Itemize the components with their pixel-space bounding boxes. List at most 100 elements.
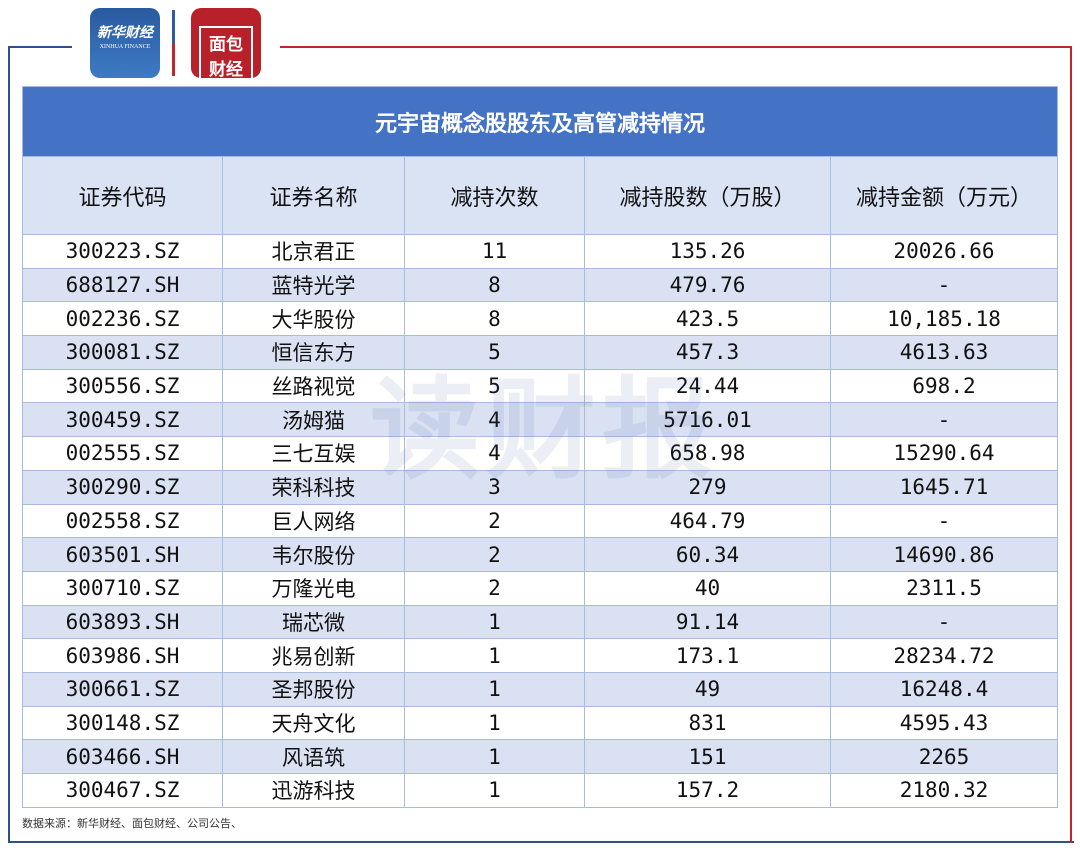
table-cell: 4 <box>404 436 585 471</box>
table-cell: 韦尔股份 <box>222 537 405 572</box>
table-cell: 瑞芯微 <box>222 604 405 640</box>
table-cell: 20026.66 <box>830 234 1058 269</box>
logo-divider <box>172 10 175 76</box>
table-cell: 300710.SZ <box>22 570 223 606</box>
table-cell: - <box>830 267 1058 303</box>
frame-line <box>280 46 1072 48</box>
table-cell: 300223.SZ <box>22 234 223 269</box>
table-cell: 2 <box>404 570 585 606</box>
table-cell: 60.34 <box>584 537 831 572</box>
table-cell: 300148.SZ <box>22 705 223 741</box>
table-cell: 300467.SZ <box>22 773 223 808</box>
table-row: 603501.SH 韦尔股份 2 60.34 14690.86 <box>22 537 1058 572</box>
table-cell: 11 <box>404 234 585 269</box>
table-cell: 4595.43 <box>830 705 1058 741</box>
table-cell: 4613.63 <box>830 335 1058 370</box>
table-row: 603893.SH 瑞芯微 1 91.14- <box>22 604 1058 640</box>
table-cell: 迅游科技 <box>222 773 405 808</box>
table-cell: - <box>830 402 1058 438</box>
table-cell: 2180.32 <box>830 773 1058 808</box>
table-row: 603466.SH 风语筑 1 151 2265 <box>22 739 1058 774</box>
table-cell: 2 <box>404 537 585 572</box>
table-cell: 2265 <box>830 739 1058 774</box>
table-cell: 14690.86 <box>830 537 1058 572</box>
table-row: 300148.SZ 天舟文化 1 831 4595.43 <box>22 705 1058 741</box>
table-row: 002558.SZ 巨人网络 2 464.79- <box>22 503 1058 539</box>
table-cell: 464.79 <box>584 503 831 539</box>
table-cell: 2 <box>404 503 585 539</box>
table-cell: 002558.SZ <box>22 503 223 539</box>
table-cell: 5 <box>404 335 585 370</box>
table-cell: 1 <box>404 671 585 707</box>
table-cell: 603466.SH <box>22 739 223 774</box>
table-cell: 28234.72 <box>830 638 1058 673</box>
table-row: 300081.SZ 恒信东方 5 457.3 4613.63 <box>22 335 1058 370</box>
table-cell: 658.98 <box>584 436 831 471</box>
logo-text: 新华财经 <box>97 25 153 41</box>
table-cell: 巨人网络 <box>222 503 405 539</box>
table-cell: 300661.SZ <box>22 671 223 707</box>
table-cell: 479.76 <box>584 267 831 303</box>
table-row: 300223.SZ 北京君正 11 135.26 20026.66 <box>22 234 1058 269</box>
table-cell: - <box>830 604 1058 640</box>
frame-line <box>1070 46 1072 843</box>
table-cell: 3 <box>404 469 585 505</box>
table-cell: 49 <box>584 671 831 707</box>
column-header: 证券代码 <box>22 156 223 235</box>
table-cell: 丝路视觉 <box>222 368 405 404</box>
table-cell: 157.2 <box>584 773 831 808</box>
table-row: 300467.SZ 迅游科技 1 157.2 2180.32 <box>22 773 1058 808</box>
frame-line <box>8 46 72 48</box>
table-cell: 1645.71 <box>830 469 1058 505</box>
frame-line <box>8 46 10 843</box>
table-cell: 万隆光电 <box>222 570 405 606</box>
table-row: 002236.SZ 大华股份 8 423.5 10,185.18 <box>22 301 1058 337</box>
table-cell: 4 <box>404 402 585 438</box>
table-cell: 1 <box>404 638 585 673</box>
table-cell: 8 <box>404 301 585 337</box>
table-cell: 002236.SZ <box>22 301 223 337</box>
table-cell: 151 <box>584 739 831 774</box>
column-header: 证券名称 <box>222 156 405 235</box>
column-header: 减持金额（万元） <box>830 156 1058 235</box>
table-cell: 荣科科技 <box>222 469 405 505</box>
reduction-table: 元宇宙概念股股东及高管减持情况 证券代码 证券名称 减持次数 减持股数（万股） 减持金额… <box>22 86 1058 808</box>
table-cell: 10,185.18 <box>830 301 1058 337</box>
logo-text: 面包财经 <box>199 26 253 84</box>
table-cell: 40 <box>584 570 831 606</box>
table-cell: 002555.SZ <box>22 436 223 471</box>
table-cell: 5716.01 <box>584 402 831 438</box>
table-row: 300290.SZ 荣科科技 3 279 1645.71 <box>22 469 1058 505</box>
table-cell: 91.14 <box>584 604 831 640</box>
table-cell: 300459.SZ <box>22 402 223 438</box>
table-row: 300710.SZ 万隆光电 2 40 2311.5 <box>22 570 1058 606</box>
table-cell: 北京君正 <box>222 234 405 269</box>
table-row: 688127.SH 蓝特光学 8 479.76- <box>22 267 1058 303</box>
table-cell: 2311.5 <box>830 570 1058 606</box>
table-cell: 5 <box>404 368 585 404</box>
table-cell: 300081.SZ <box>22 335 223 370</box>
table-cell: 173.1 <box>584 638 831 673</box>
source-note: 数据来源：新华财经、面包财经、公司公告、 <box>22 817 242 830</box>
table-cell: 恒信东方 <box>222 335 405 370</box>
table-cell: 蓝特光学 <box>222 267 405 303</box>
table-cell: 大华股份 <box>222 301 405 337</box>
table-cell: 1 <box>404 773 585 808</box>
table-row: 300661.SZ 圣邦股份 1 49 16248.4 <box>22 671 1058 707</box>
table-cell: 15290.64 <box>830 436 1058 471</box>
table-cell: 423.5 <box>584 301 831 337</box>
table-cell: 300290.SZ <box>22 469 223 505</box>
table-cell: 688127.SH <box>22 267 223 303</box>
table-cell: 圣邦股份 <box>222 671 405 707</box>
table-row: 002555.SZ 三七互娱 4 658.98 15290.64 <box>22 436 1058 471</box>
table-cell: 天舟文化 <box>222 705 405 741</box>
table-cell: 603986.SH <box>22 638 223 673</box>
table-cell: 兆易创新 <box>222 638 405 673</box>
table-row: 300459.SZ 汤姆猫 4 5716.01- <box>22 402 1058 438</box>
table-cell: 279 <box>584 469 831 505</box>
table-cell: 698.2 <box>830 368 1058 404</box>
table-title: 元宇宙概念股股东及高管减持情况 <box>22 86 1058 157</box>
table-cell: 135.26 <box>584 234 831 269</box>
table-cell: 24.44 <box>584 368 831 404</box>
table-cell: 16248.4 <box>830 671 1058 707</box>
